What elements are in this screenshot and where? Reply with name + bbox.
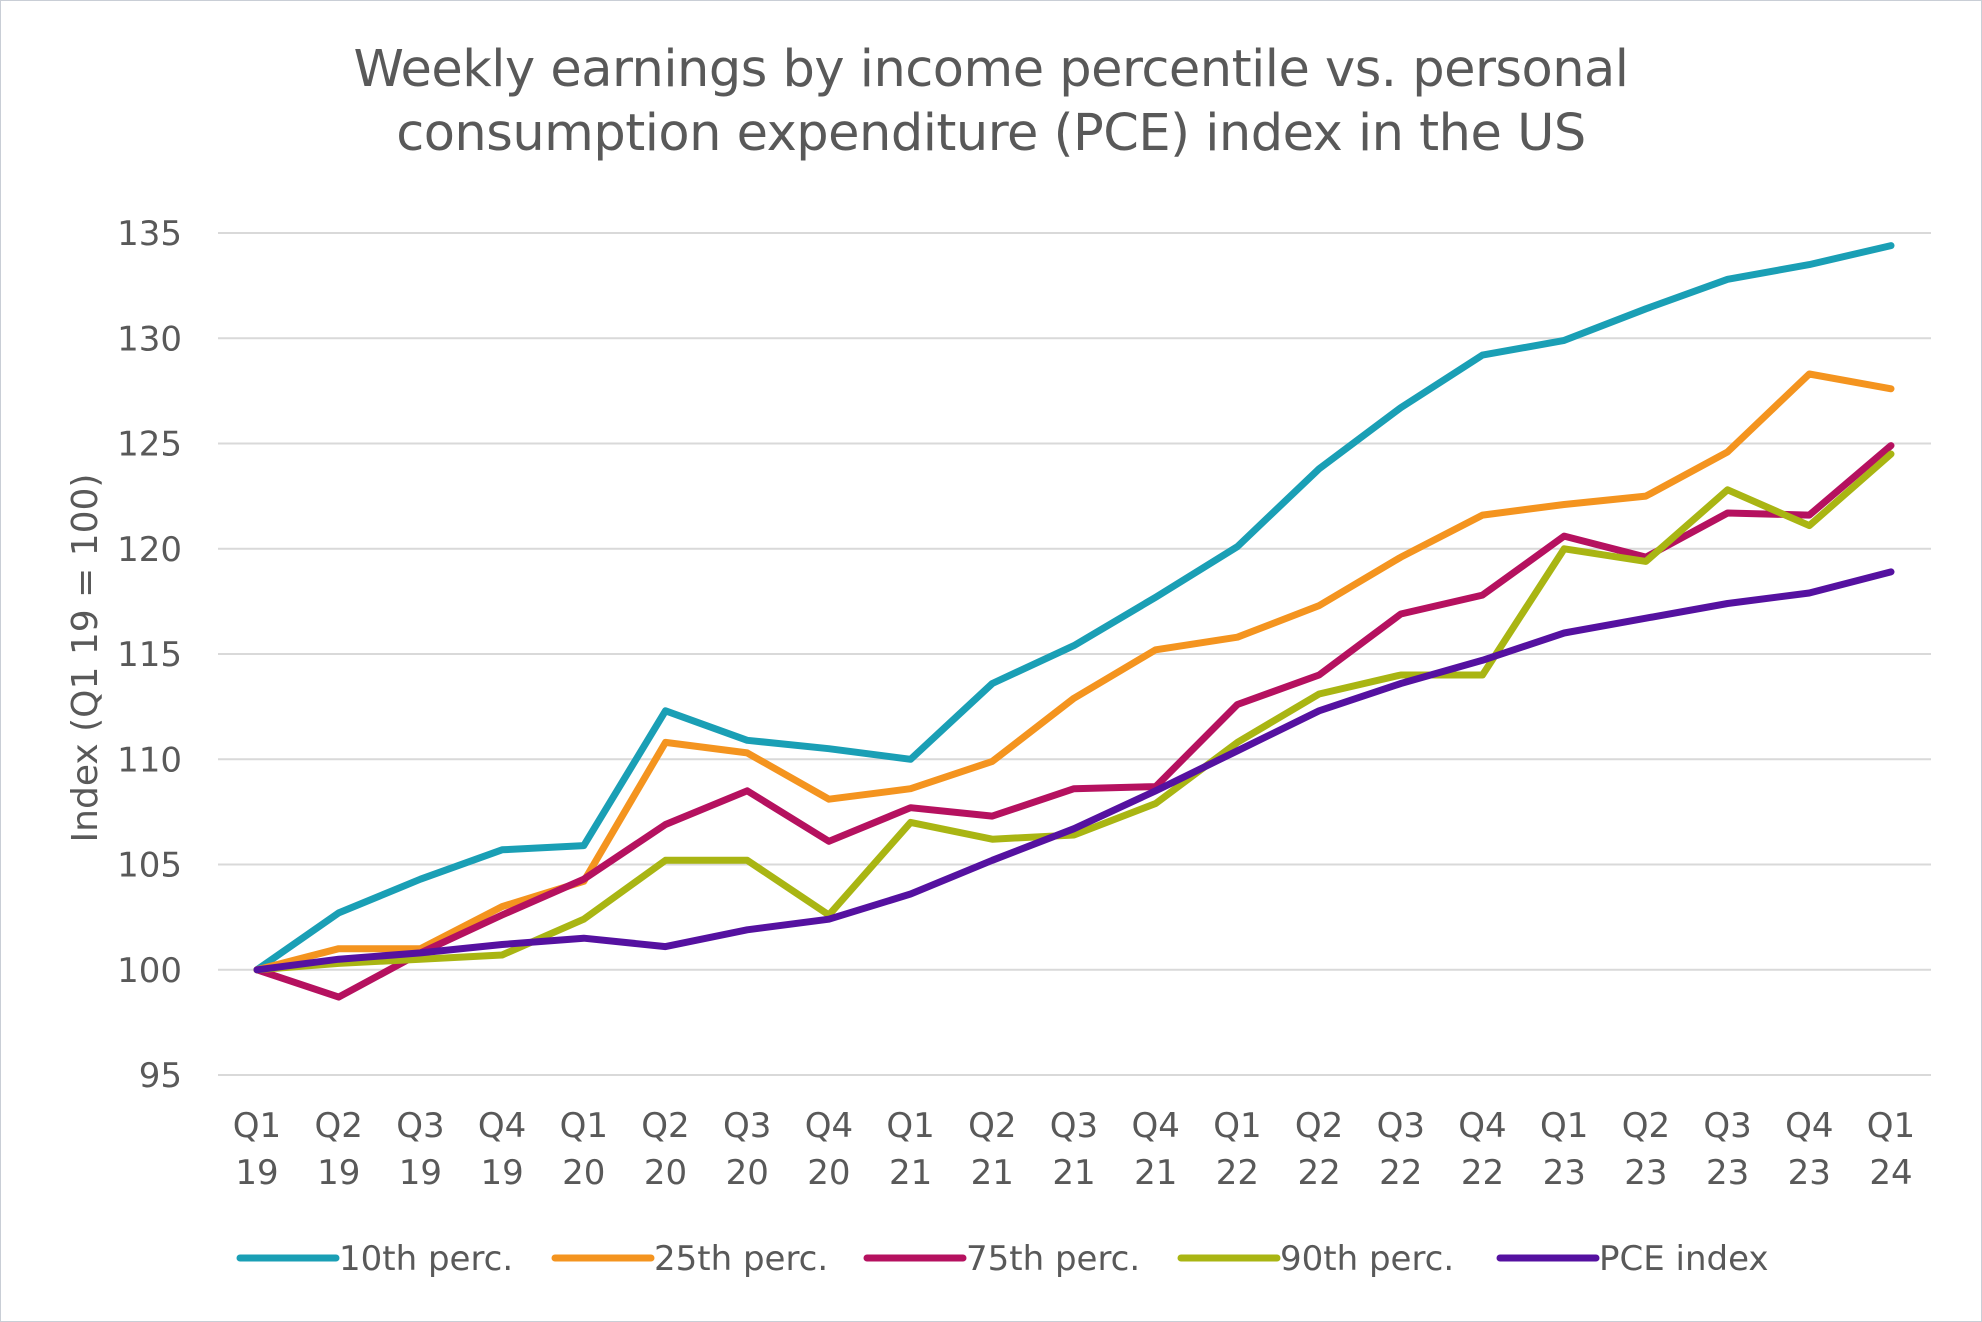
x-tick-label-quarter: Q4	[1131, 1106, 1179, 1146]
y-tick-label: 105	[117, 846, 182, 886]
x-tick-label-year: 22	[1461, 1153, 1504, 1193]
y-tick-label: 100	[117, 951, 182, 991]
x-tick-label-quarter: Q3	[396, 1106, 444, 1146]
legend-label-0: 10th perc.	[339, 1239, 513, 1279]
x-tick-label-quarter: Q4	[1458, 1106, 1506, 1146]
x-tick-label-quarter: Q2	[1295, 1106, 1343, 1146]
x-axis-ticks: Q1 19 Q2 19 Q3 19 Q4 19 Q1 20 Q2 20 Q3 20 Q4 20 Q1 21 Q2 21…	[233, 1106, 1915, 1193]
x-tick-label-year: 23	[1706, 1153, 1749, 1193]
x-tick-label-quarter: Q1	[1867, 1106, 1915, 1146]
legend-label-3: 90th perc.	[1280, 1239, 1454, 1279]
legend-label-1: 25th perc.	[654, 1239, 828, 1279]
x-tick-label-year: 20	[807, 1153, 850, 1193]
x-tick-label-quarter: Q3	[1377, 1106, 1425, 1146]
x-tick-label-year: 19	[480, 1153, 523, 1193]
x-tick-label-year: 20	[726, 1153, 769, 1193]
series-line-1	[253, 370, 1895, 974]
x-tick-label-year: 23	[1788, 1153, 1831, 1193]
x-tick-label-year: 23	[1624, 1153, 1667, 1193]
x-tick-label-quarter: Q2	[968, 1106, 1016, 1146]
legend-label-4: PCE index	[1599, 1239, 1769, 1279]
x-tick-label-year: 22	[1297, 1153, 1340, 1193]
x-tick-label-quarter: Q1	[560, 1106, 608, 1146]
gridlines	[218, 232, 1931, 1076]
x-tick-label-quarter: Q3	[1703, 1106, 1751, 1146]
x-tick-label-quarter: Q4	[805, 1106, 853, 1146]
x-tick-label-year: 21	[889, 1153, 932, 1193]
x-tick-label-quarter: Q1	[1213, 1106, 1261, 1146]
y-tick-label: 95	[139, 1056, 182, 1096]
series-line-3	[253, 450, 1895, 974]
series-lines	[253, 242, 1895, 1001]
x-tick-label-quarter: Q1	[886, 1106, 934, 1146]
chart-title: Weekly earnings by income percentile vs.…	[0, 38, 1982, 166]
y-tick-label: 115	[117, 635, 182, 675]
series-line-4	[253, 568, 1895, 974]
x-tick-label-year: 24	[1869, 1153, 1912, 1193]
x-tick-label-quarter: Q1	[1540, 1106, 1588, 1146]
x-tick-label-quarter: Q2	[314, 1106, 362, 1146]
x-tick-label-year: 19	[399, 1153, 442, 1193]
x-tick-label-quarter: Q4	[478, 1106, 526, 1146]
x-tick-label-year: 23	[1543, 1153, 1586, 1193]
legend-label-2: 75th perc.	[966, 1239, 1140, 1279]
legend: 10th perc. 25th perc. 75th perc. 90th perc.…	[236, 1239, 1769, 1279]
x-tick-label-quarter: Q4	[1785, 1106, 1833, 1146]
x-tick-label-year: 19	[235, 1153, 278, 1193]
x-tick-label-year: 20	[644, 1153, 687, 1193]
x-tick-label-year: 21	[971, 1153, 1014, 1193]
x-tick-label-year: 22	[1216, 1153, 1259, 1193]
y-tick-label: 120	[117, 530, 182, 570]
chart-title-line-2: consumption expenditure (PCE) index in t…	[396, 104, 1586, 163]
chart-title-line-1: Weekly earnings by income percentile vs.…	[353, 40, 1629, 99]
x-tick-label-year: 20	[562, 1153, 605, 1193]
series-line-2	[253, 442, 1895, 1001]
y-tick-label: 135	[117, 214, 182, 254]
x-tick-label-year: 21	[1134, 1153, 1177, 1193]
x-tick-label-quarter: Q3	[1050, 1106, 1098, 1146]
y-tick-label: 110	[117, 740, 182, 780]
x-tick-label-quarter: Q2	[641, 1106, 689, 1146]
y-axis-ticks: 95 100 105 110 115 120 125 130 135	[117, 214, 182, 1096]
y-tick-label: 125	[117, 425, 182, 465]
y-axis-label: Index (Q1 19 = 100)	[65, 474, 106, 843]
x-tick-label-year: 21	[1052, 1153, 1095, 1193]
x-tick-label-year: 19	[317, 1153, 360, 1193]
x-tick-label-quarter: Q3	[723, 1106, 771, 1146]
series-line-0	[253, 242, 1895, 974]
x-tick-label-quarter: Q1	[233, 1106, 281, 1146]
x-tick-label-year: 22	[1379, 1153, 1422, 1193]
x-tick-label-quarter: Q2	[1622, 1106, 1670, 1146]
y-tick-label: 130	[117, 319, 182, 359]
